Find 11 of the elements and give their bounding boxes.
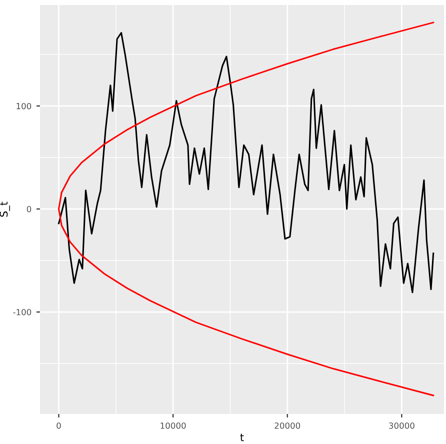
y-axis-title: S_t: [0, 202, 10, 217]
y-tick-label: 0: [26, 206, 32, 212]
line-series: [58, 22, 434, 396]
x-tick-label: 0: [56, 422, 61, 429]
y-tick-label: 100: [16, 102, 32, 110]
line-series: [58, 32, 434, 294]
x-axis-title: t: [240, 434, 244, 442]
x-tick-label: 30000: [389, 422, 414, 429]
x-tick-label: 20000: [274, 422, 300, 429]
x-tick-label: 10000: [160, 422, 186, 429]
y-tick-label: -100: [13, 308, 32, 316]
